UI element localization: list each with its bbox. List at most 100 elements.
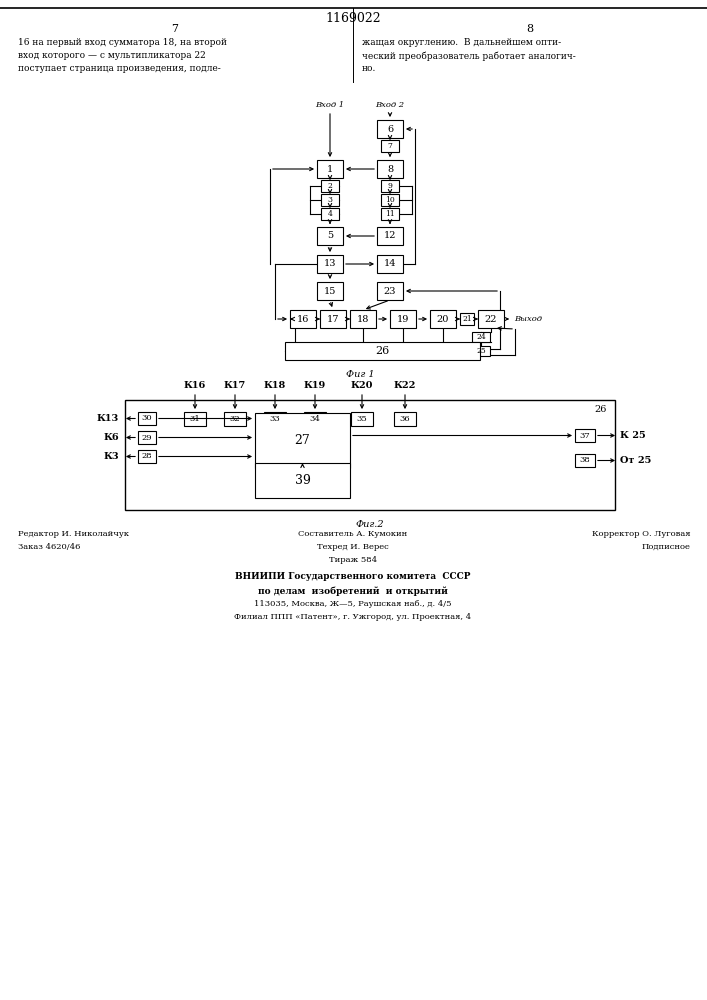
- Text: 21: 21: [462, 315, 472, 323]
- Bar: [285, 342, 480, 360]
- Bar: [377, 227, 403, 245]
- Bar: [381, 194, 399, 206]
- Text: Фиг 1: Фиг 1: [346, 370, 374, 379]
- Text: 19: 19: [397, 314, 409, 324]
- Text: 16 на первый вход сумматора 18, на второй
вход которого — с мультипликатора 22
п: 16 на первый вход сумматора 18, на второ…: [18, 38, 227, 73]
- Bar: [351, 412, 373, 426]
- Text: Заказ 4620/46: Заказ 4620/46: [18, 543, 81, 551]
- Text: К17: К17: [224, 381, 246, 390]
- Text: К20: К20: [351, 381, 373, 390]
- Text: 35: 35: [356, 415, 368, 423]
- Text: К22: К22: [394, 381, 416, 390]
- Bar: [472, 346, 490, 356]
- Text: К 25: К 25: [620, 431, 645, 440]
- Bar: [138, 450, 156, 463]
- Text: 22: 22: [485, 314, 497, 324]
- Bar: [575, 429, 595, 442]
- Bar: [184, 412, 206, 426]
- Bar: [317, 160, 343, 178]
- Bar: [255, 413, 350, 468]
- Bar: [317, 282, 343, 300]
- Text: 9: 9: [387, 182, 392, 190]
- Text: 11: 11: [385, 210, 395, 218]
- Text: К6: К6: [103, 433, 119, 442]
- Text: 3: 3: [327, 196, 332, 204]
- Bar: [460, 313, 474, 325]
- Text: Вход 2: Вход 2: [375, 101, 404, 109]
- Text: 33: 33: [269, 415, 281, 423]
- Bar: [472, 332, 490, 342]
- Text: 30: 30: [141, 414, 152, 422]
- Bar: [138, 412, 156, 425]
- Bar: [138, 431, 156, 444]
- Text: 113035, Москва, Ж—5, Раушская наб., д. 4/5: 113035, Москва, Ж—5, Раушская наб., д. 4…: [255, 600, 452, 608]
- Bar: [394, 412, 416, 426]
- Bar: [290, 310, 316, 328]
- Bar: [224, 412, 246, 426]
- Bar: [304, 412, 326, 426]
- Bar: [255, 463, 350, 498]
- Text: 7: 7: [387, 142, 392, 150]
- Text: 14: 14: [384, 259, 396, 268]
- Bar: [264, 412, 286, 426]
- Text: 39: 39: [295, 474, 310, 487]
- Bar: [321, 194, 339, 206]
- Bar: [320, 310, 346, 328]
- Bar: [317, 227, 343, 245]
- Text: К18: К18: [264, 381, 286, 390]
- Text: 24: 24: [476, 333, 486, 341]
- Bar: [381, 208, 399, 220]
- Text: 36: 36: [399, 415, 410, 423]
- Text: От 25: От 25: [620, 456, 651, 465]
- Bar: [350, 310, 376, 328]
- Text: Тираж 584: Тираж 584: [329, 556, 377, 564]
- Bar: [390, 310, 416, 328]
- Text: Составитель А. Кумокин: Составитель А. Кумокин: [298, 530, 408, 538]
- Bar: [377, 160, 403, 178]
- Text: 27: 27: [295, 434, 310, 447]
- Bar: [381, 140, 399, 152]
- Text: Фиг.2: Фиг.2: [356, 520, 385, 529]
- Text: 8: 8: [387, 164, 393, 174]
- Text: 17: 17: [327, 314, 339, 324]
- Text: К16: К16: [184, 381, 206, 390]
- Bar: [125, 400, 615, 510]
- Text: 7: 7: [172, 24, 178, 34]
- Text: 13: 13: [324, 259, 337, 268]
- Bar: [478, 310, 504, 328]
- Text: 38: 38: [580, 456, 590, 464]
- Text: К19: К19: [304, 381, 326, 390]
- Text: Вход 1: Вход 1: [315, 101, 344, 109]
- Text: 32: 32: [230, 415, 240, 423]
- Text: 34: 34: [310, 415, 320, 423]
- Text: 29: 29: [141, 434, 152, 442]
- Text: ВНИИПИ Государственного комитета  СССР: ВНИИПИ Государственного комитета СССР: [235, 572, 471, 581]
- Bar: [575, 454, 595, 467]
- Bar: [381, 180, 399, 192]
- Text: 1169022: 1169022: [325, 11, 381, 24]
- Text: 5: 5: [327, 232, 333, 240]
- Bar: [321, 180, 339, 192]
- Text: 23: 23: [384, 286, 396, 296]
- Text: 25: 25: [476, 347, 486, 355]
- Text: Техред И. Верес: Техред И. Верес: [317, 543, 389, 551]
- Text: 10: 10: [385, 196, 395, 204]
- Text: 28: 28: [141, 452, 152, 460]
- Text: жащая округлению.  В дальнейшем опти-
ческий преобразователь работает аналогич-
: жащая округлению. В дальнейшем опти- чес…: [362, 38, 575, 73]
- Text: Корректор О. Луговая: Корректор О. Луговая: [592, 530, 690, 538]
- Text: 20: 20: [437, 314, 449, 324]
- Text: 26: 26: [375, 346, 390, 356]
- Text: Редактор И. Николайчук: Редактор И. Николайчук: [18, 530, 129, 538]
- Text: 37: 37: [580, 432, 590, 440]
- Text: 8: 8: [527, 24, 534, 34]
- Text: К3: К3: [103, 452, 119, 461]
- Text: 15: 15: [324, 286, 337, 296]
- Text: 6: 6: [387, 124, 393, 133]
- Bar: [430, 310, 456, 328]
- Text: 31: 31: [189, 415, 200, 423]
- Text: 12: 12: [384, 232, 396, 240]
- Text: К13: К13: [97, 414, 119, 423]
- Text: Подписное: Подписное: [641, 543, 690, 551]
- Text: по делам  изобретений  и открытий: по делам изобретений и открытий: [258, 586, 448, 595]
- Text: Выход: Выход: [514, 315, 542, 323]
